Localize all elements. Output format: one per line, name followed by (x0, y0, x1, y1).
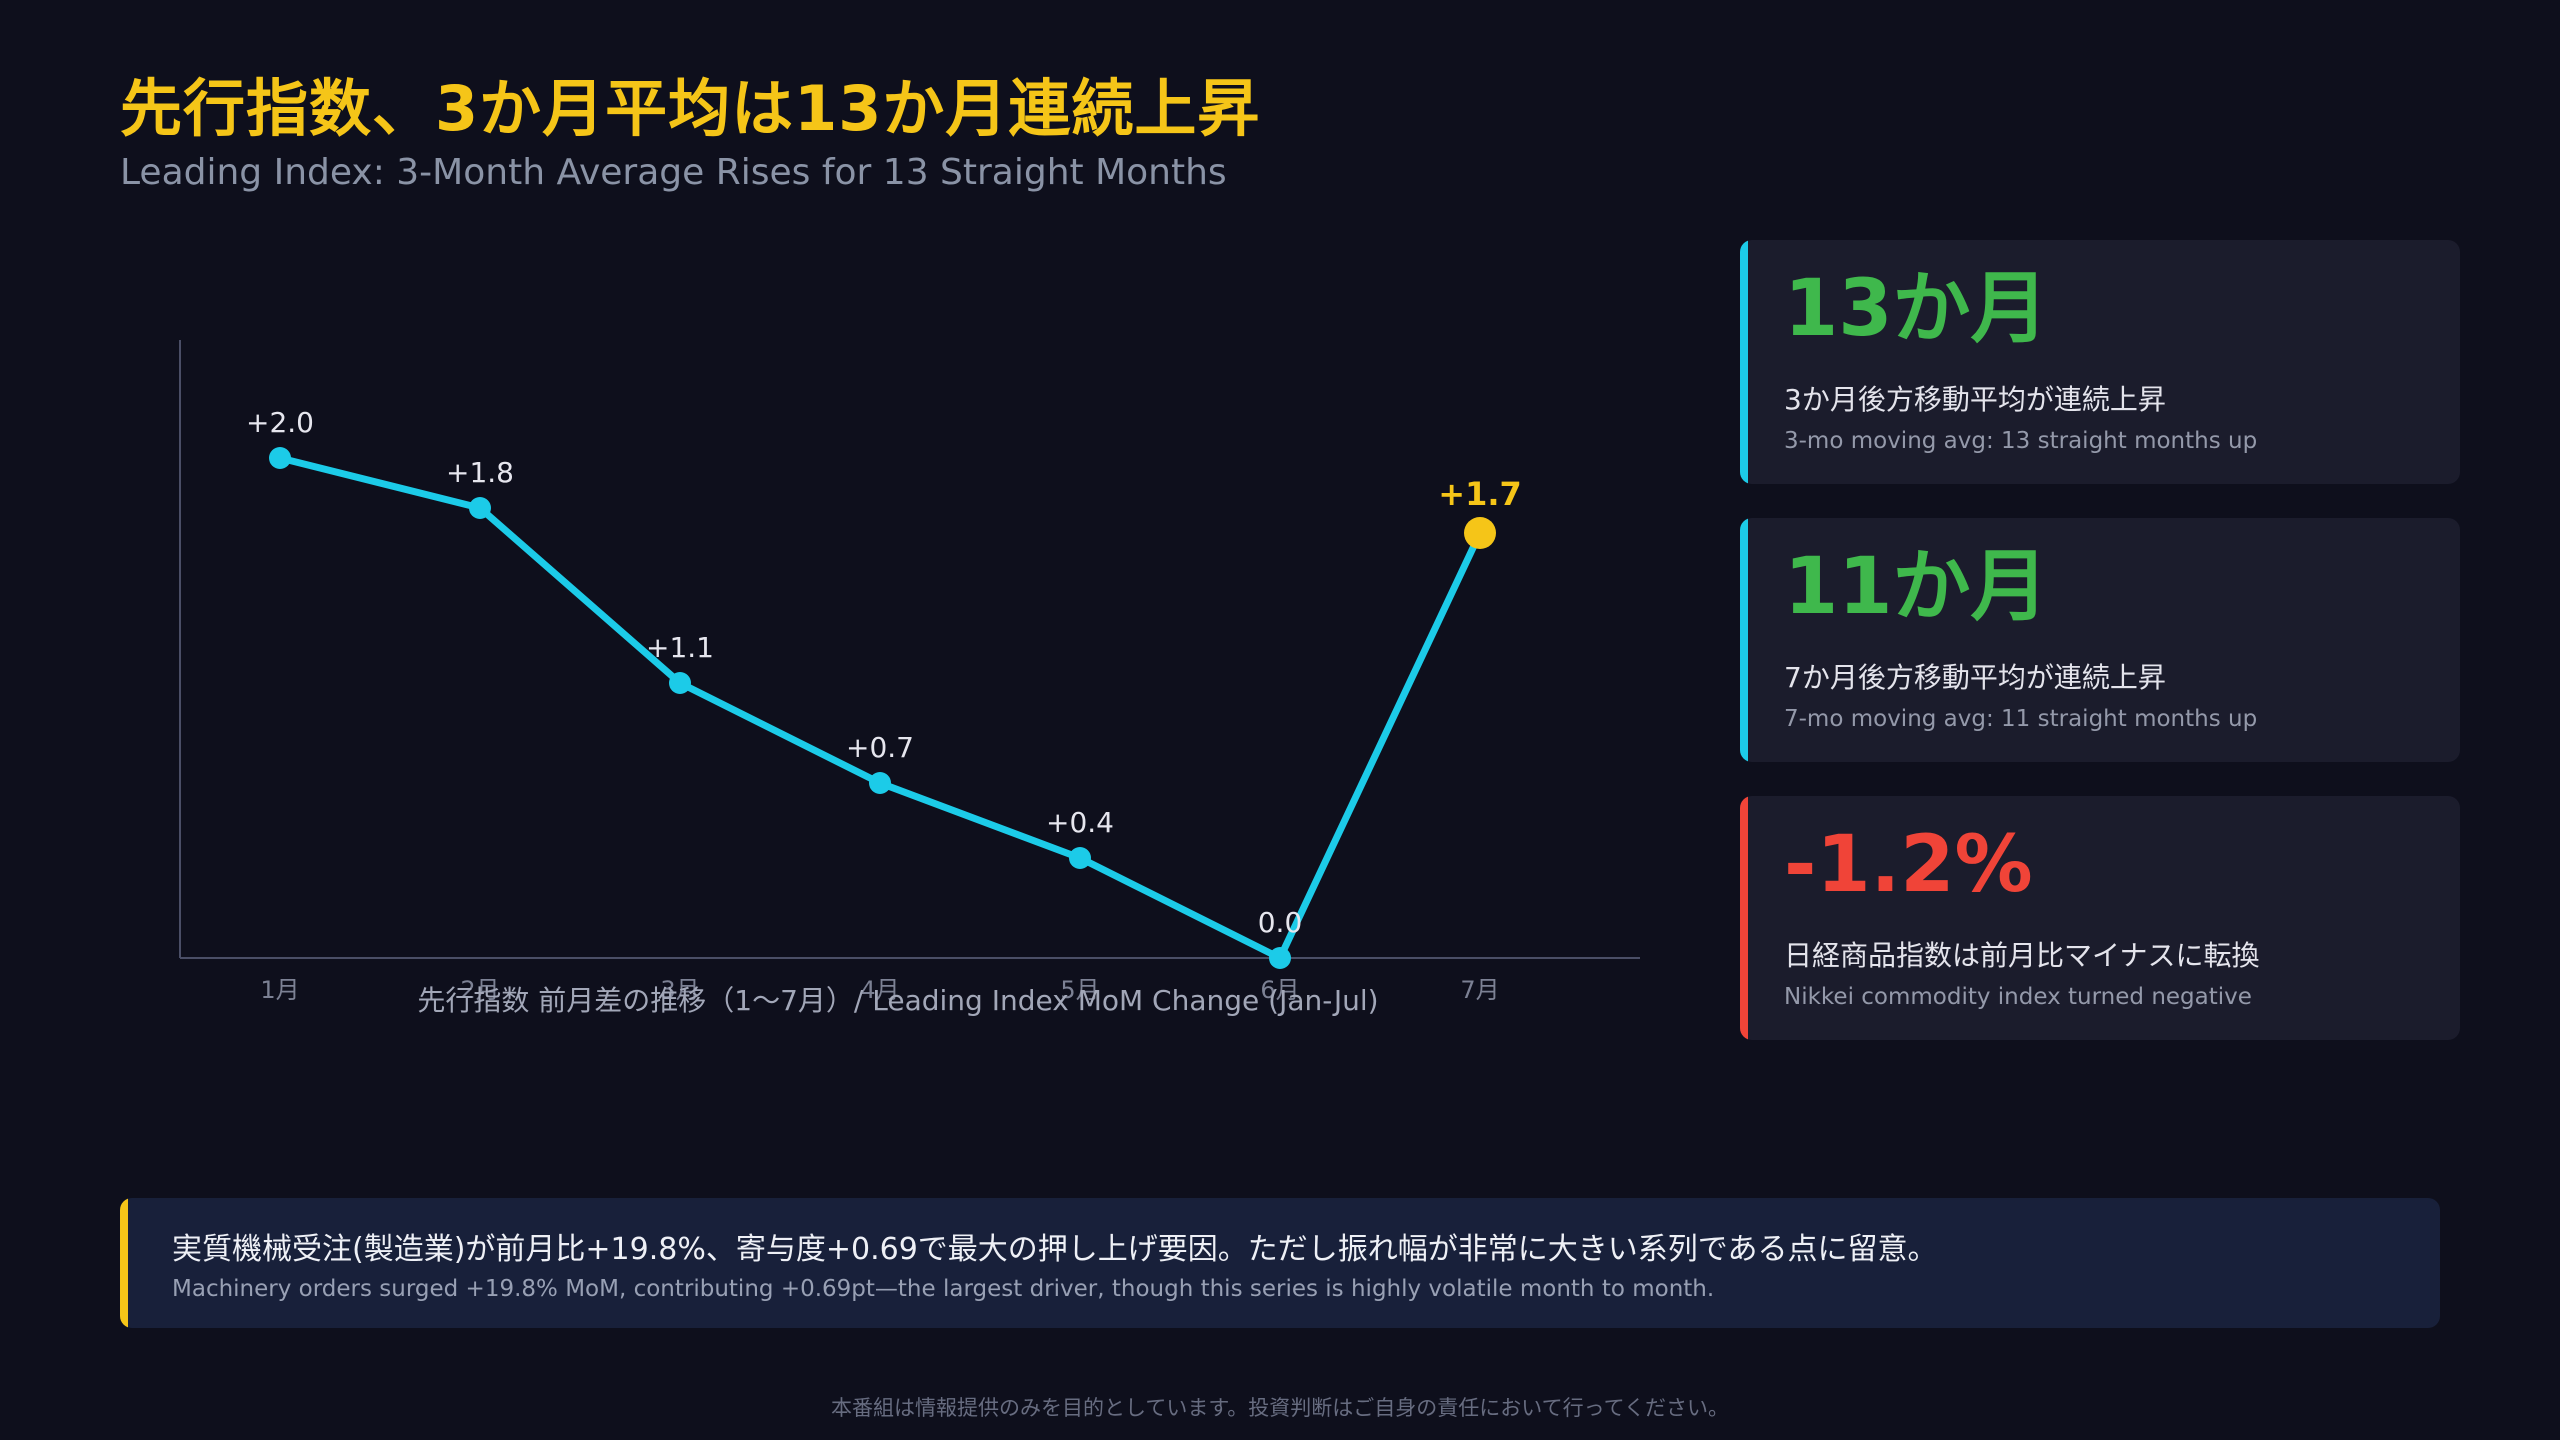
stat-value: 11か月 (1784, 542, 2049, 632)
stat-label-en: 3-mo moving avg: 13 straight months up (1784, 428, 2258, 454)
stat-card-commodity: -1.2% 日経商品指数は前月比マイナスに転換 Nikkei commodity… (1740, 796, 2460, 1040)
stat-label-jp: 日経商品指数は前月比マイナスに転換 (1784, 939, 2260, 972)
stat-value: -1.2% (1784, 820, 2033, 910)
data-label: +1.1 (646, 631, 714, 664)
series-line (276, 454, 1484, 962)
note-text-en: Machinery orders surged +19.8% MoM, cont… (172, 1276, 1715, 1302)
data-point (869, 772, 891, 794)
stat-cards: 13か月 3か月後方移動平均が連続上昇 3-mo moving avg: 13 … (1740, 240, 2460, 1074)
stat-card-7mo: 11か月 7か月後方移動平均が連続上昇 7-mo moving avg: 11 … (1740, 518, 2460, 762)
x-tick-label: 6月 (1260, 976, 1299, 1004)
data-label: +1.8 (446, 456, 514, 489)
disclaimer: 本番組は情報提供のみを目的としています。投資判断はご自身の責任において行ってくだ… (831, 1396, 1729, 1420)
x-tick-label: 4月 (860, 976, 899, 1004)
data-point (269, 447, 291, 469)
key-driver-note: 実質機械受注(製造業)が前月比+19.8%、寄与度+0.69で最大の押し上げ要因… (120, 1198, 2440, 1328)
x-tick-label: 5月 (1060, 976, 1099, 1004)
data-point (669, 672, 691, 694)
stat-label-en: 7-mo moving avg: 11 straight months up (1784, 706, 2258, 732)
x-tick-label: 2月 (460, 976, 499, 1004)
stat-label-jp: 3か月後方移動平均が連続上昇 (1784, 383, 2166, 416)
data-point (469, 497, 491, 519)
x-tick-label: 1月 (260, 976, 299, 1004)
note-accent-bar (120, 1198, 128, 1328)
data-label: +0.7 (846, 731, 914, 764)
data-label: 0.0 (1258, 906, 1303, 939)
x-tick-label: 3月 (660, 976, 699, 1004)
page-subtitle: Leading Index: 3-Month Average Rises for… (120, 152, 1227, 193)
card-accent-bar (1740, 796, 1748, 1040)
card-accent-bar (1740, 518, 1748, 762)
data-point (1069, 847, 1091, 869)
x-tick-label: 7月 (1460, 976, 1499, 1004)
data-label: +1.7 (1438, 475, 1522, 513)
line-chart: +2.0 +1.8 +1.1 +0.7 +0.4 0.0 +1.7 1月 2月 3月 4月 5月 6月 7… (179, 340, 1640, 1017)
card-accent-bar (1740, 240, 1748, 484)
data-label: +2.0 (246, 406, 314, 439)
note-text-jp: 実質機械受注(製造業)が前月比+19.8%、寄与度+0.69で最大の押し上げ要因… (172, 1232, 1938, 1267)
chart-title: 先行指数 前月差の推移（1〜7月）/ Leading Index MoM Cha… (417, 984, 1378, 1017)
data-point (1464, 517, 1496, 549)
data-point (1269, 947, 1291, 969)
stat-value: 13か月 (1784, 264, 2049, 354)
data-label: +0.4 (1046, 806, 1114, 839)
stat-label-jp: 7か月後方移動平均が連続上昇 (1784, 661, 2166, 694)
page-title: 先行指数、3か月平均は13か月連続上昇 (120, 72, 1261, 145)
stat-card-3mo: 13か月 3か月後方移動平均が連続上昇 3-mo moving avg: 13 … (1740, 240, 2460, 484)
stat-label-en: Nikkei commodity index turned negative (1784, 984, 2252, 1010)
